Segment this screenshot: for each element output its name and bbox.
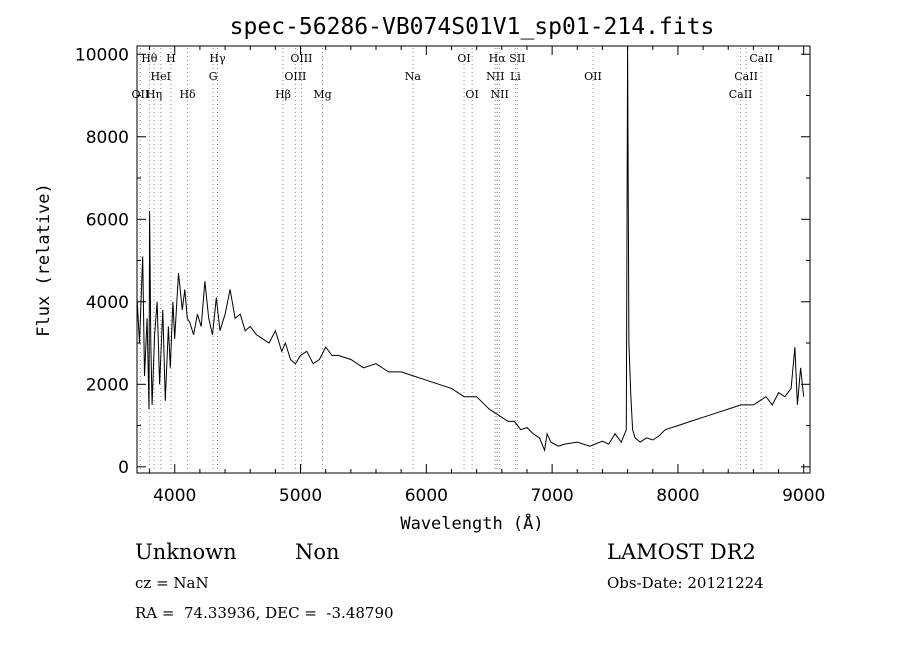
chart-title: spec-56286-VB074S01V1_sp01-214.fits [230, 14, 715, 40]
classification-label: Unknown [135, 540, 237, 564]
spectral-line-label: NII [486, 70, 504, 83]
spectral-line-label: G [209, 70, 218, 83]
spectral-line-label: OI [457, 52, 470, 65]
spectral-line-label: Hθ [141, 52, 158, 65]
spectral-line-label: OI [465, 88, 478, 101]
x-axis: 4000 5000 6000 7000 8000 9000 [149, 46, 825, 506]
spectral-line-label: CaII [734, 70, 758, 83]
spectral-line-label: HeI [151, 70, 171, 83]
x-tick-label: 9000 [782, 486, 825, 506]
redshift-value: cz = NaN [135, 574, 209, 592]
spectral-line-label: Li [510, 70, 521, 83]
spectral-line-label: CaII [729, 88, 753, 101]
subclass-label: Non [295, 540, 340, 564]
x-axis-label: Wavelength (Å) [400, 512, 543, 534]
y-tick-label: 4000 [86, 293, 129, 313]
x-tick-label: 8000 [656, 486, 699, 506]
spectral-line-label: Mg [313, 88, 331, 101]
spectral-line-label: Hδ [179, 88, 196, 101]
y-tick-label: 0 [118, 458, 129, 478]
y-tick-label: 8000 [86, 128, 129, 148]
obs-date-value: Obs-Date: 20121224 [607, 574, 764, 592]
spectral-line-label: OIII [284, 70, 306, 83]
y-tick-label: 10000 [75, 45, 129, 65]
spectral-line-label: Hα [489, 52, 507, 65]
coordinates-value: RA = 74.33936, DEC = -3.48790 [135, 604, 394, 622]
x-tick-label: 4000 [153, 486, 196, 506]
plot-frame [136, 45, 811, 474]
x-tick-label: 7000 [530, 486, 573, 506]
spectrum-line [136, 45, 805, 453]
survey-label: LAMOST DR2 [607, 540, 756, 564]
spectral-line-label: H [166, 52, 176, 65]
x-tick-label: 5000 [279, 486, 322, 506]
spectral-line-label: Hβ [275, 88, 291, 101]
spectral-line-label: SII [509, 52, 525, 65]
spectral-line-label: OII [584, 70, 602, 83]
y-tick-label: 2000 [86, 375, 129, 395]
y-axis: 0 2000 4000 6000 8000 10000 [75, 45, 810, 478]
y-tick-label: 6000 [86, 210, 129, 230]
y-axis-label: Flux (relative) [34, 183, 54, 337]
spectral-line-label: OIII [290, 52, 312, 65]
spectral-line-label: Hη [146, 88, 162, 101]
x-tick-label: 6000 [405, 486, 448, 506]
spectral-line-label: OII [132, 88, 150, 101]
spectral-line-label: CaII [749, 52, 773, 65]
spectral-line-label: Hγ [209, 52, 226, 65]
spectral-line-label: Na [405, 70, 422, 83]
spectral-line-label: NII [491, 88, 509, 101]
